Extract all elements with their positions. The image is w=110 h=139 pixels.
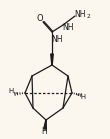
Text: ′′′H: ′′′H xyxy=(77,94,87,100)
Text: NH: NH xyxy=(51,34,63,44)
Polygon shape xyxy=(44,120,46,129)
Text: H: H xyxy=(41,126,47,136)
Text: O: O xyxy=(37,13,43,23)
Text: NH: NH xyxy=(74,9,86,18)
Text: 2: 2 xyxy=(86,14,90,19)
Polygon shape xyxy=(51,54,53,65)
Text: NH: NH xyxy=(62,23,74,32)
Text: H,,: H,, xyxy=(8,88,18,94)
